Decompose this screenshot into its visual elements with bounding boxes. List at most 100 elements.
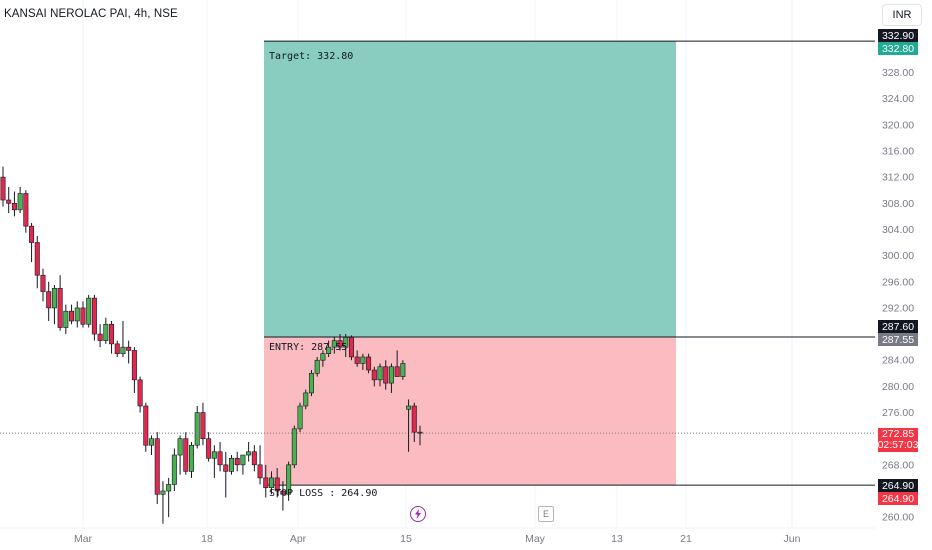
candle-body xyxy=(97,333,103,341)
candle-body xyxy=(337,340,343,348)
candle-body xyxy=(360,356,366,364)
candle-body xyxy=(343,337,349,348)
candle-body xyxy=(291,428,297,466)
x-tick-label: 13 xyxy=(611,533,623,545)
candle-body xyxy=(46,291,52,309)
x-tick-label: Mar xyxy=(74,533,93,545)
candle-body xyxy=(131,350,137,381)
y-tick-label: 292.00 xyxy=(882,302,914,314)
y-tick-label: 300.00 xyxy=(882,250,914,262)
candle-body xyxy=(74,307,80,322)
candle-body xyxy=(240,454,246,466)
candle-body xyxy=(29,225,35,243)
target-price-badge: 332.80 xyxy=(878,42,918,55)
candle-body xyxy=(211,451,217,459)
y-tick-label: 280.00 xyxy=(882,381,914,393)
candle-body xyxy=(120,346,126,354)
target-label: Target: 332.80 xyxy=(269,51,354,62)
candle-body xyxy=(371,369,377,381)
loss-zone xyxy=(264,337,676,486)
candle-body xyxy=(171,454,177,485)
candle-body xyxy=(177,438,183,456)
y-tick-label: 296.00 xyxy=(882,276,914,288)
candle-body xyxy=(11,202,17,211)
x-tick-label: 18 xyxy=(201,533,213,545)
candle-body xyxy=(206,438,212,459)
candle-body xyxy=(69,310,75,322)
y-tick-label: 304.00 xyxy=(882,224,914,236)
y-tick-label: 316.00 xyxy=(882,145,914,157)
y-tick-label: 320.00 xyxy=(882,119,914,131)
candle-body xyxy=(0,176,6,201)
candle-body xyxy=(320,353,326,361)
candle-body xyxy=(308,372,314,394)
profit-zone xyxy=(264,41,676,338)
candle-body xyxy=(166,484,172,492)
candle-body xyxy=(34,242,40,276)
stop-price-badge: 264.90 xyxy=(878,492,918,505)
candle-body xyxy=(63,310,69,328)
candle-body xyxy=(246,451,252,456)
candle-body xyxy=(417,431,423,434)
entry-label: ENTRY: 287.55 xyxy=(269,342,348,353)
symbol-title[interactable]: KANSAI NEROLAC PAI, 4h, NSE xyxy=(4,8,178,20)
y-tick-label: 260.00 xyxy=(882,512,914,524)
y-tick-label: 328.00 xyxy=(882,67,914,79)
candle-body xyxy=(143,405,149,446)
candle-body xyxy=(388,366,394,384)
candle-body xyxy=(194,412,200,446)
candle-body xyxy=(149,438,155,446)
candle-body xyxy=(189,444,195,472)
candle-body xyxy=(354,356,360,364)
candle-body xyxy=(86,297,92,325)
candle-body xyxy=(366,356,372,371)
candle-body xyxy=(160,490,166,495)
stop-top-badge: 264.90 xyxy=(878,479,918,492)
x-tick-label: Apr xyxy=(290,533,307,545)
candle-body xyxy=(326,346,332,354)
candle-body xyxy=(154,438,160,495)
candle-body xyxy=(17,193,23,211)
candle-body xyxy=(114,343,120,354)
y-tick-label: 284.00 xyxy=(882,355,914,367)
price-axis xyxy=(876,0,932,550)
candle-body xyxy=(57,287,63,328)
candle-body xyxy=(274,477,280,492)
candle-body xyxy=(6,199,12,204)
candle-body xyxy=(23,193,29,227)
candle-body xyxy=(406,405,412,410)
y-tick-label: 276.00 xyxy=(882,407,914,419)
candle-body xyxy=(126,346,132,351)
stop-loss-label: STOP LOSS : 264.90 xyxy=(269,488,378,499)
x-tick-label: 21 xyxy=(680,533,692,545)
candle-body xyxy=(400,363,406,377)
candle-body xyxy=(40,274,46,292)
entry-price-badge: 287.55 xyxy=(878,333,918,346)
candle-body xyxy=(217,451,223,466)
candle-body xyxy=(314,359,320,374)
candle-body xyxy=(297,405,303,430)
candle-body xyxy=(303,392,309,407)
earnings-icon[interactable]: E xyxy=(538,506,554,522)
candle-body xyxy=(223,464,229,472)
candle-body xyxy=(331,340,337,348)
currency-button[interactable]: INR xyxy=(882,4,922,26)
x-tick-label: May xyxy=(525,533,546,545)
lightning-icon[interactable] xyxy=(410,506,426,522)
y-tick-label: 312.00 xyxy=(882,172,914,184)
candle-body xyxy=(280,490,286,495)
candle-body xyxy=(91,297,97,335)
bar-countdown: 02:57:03 xyxy=(877,439,919,451)
candle-body xyxy=(234,458,240,466)
y-tick-label: 268.00 xyxy=(882,459,914,471)
candles xyxy=(0,166,423,524)
x-tick-label: Jun xyxy=(784,533,801,545)
candle-body xyxy=(394,366,400,377)
entry-top-badge: 287.60 xyxy=(878,320,918,333)
candle-body xyxy=(109,323,115,345)
target-top-badge: 332.90 xyxy=(878,29,918,42)
y-tick-label: 324.00 xyxy=(882,93,914,105)
current-price-value: 272.85 xyxy=(881,428,915,440)
candle-body xyxy=(348,337,354,358)
